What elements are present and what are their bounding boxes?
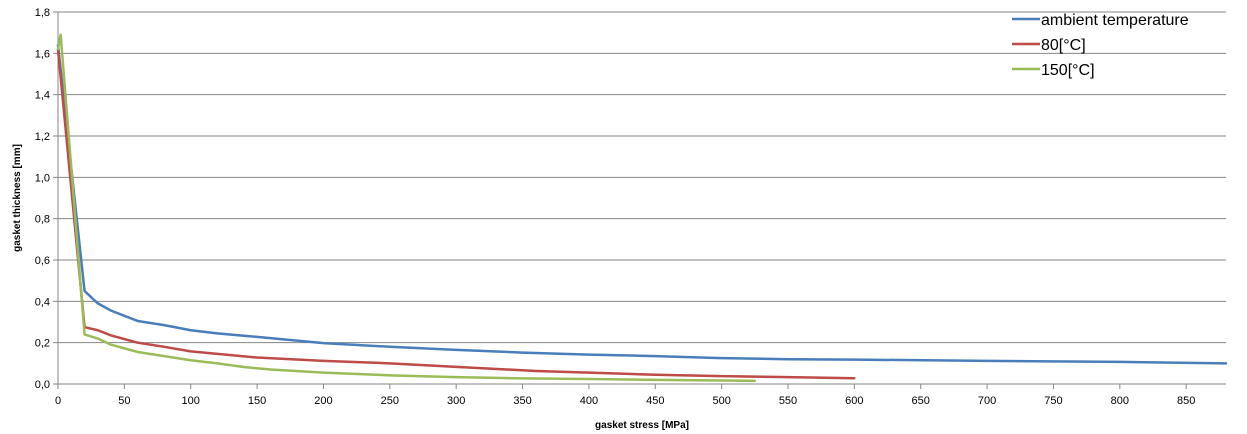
y-tick-label: 0,8 [35,214,50,226]
y-tick-label: 0,0 [35,379,50,391]
y-axis-title: gasket thickness [mm] [12,144,23,252]
y-tick-label: 1,4 [35,90,50,102]
x-tick-label: 100 [182,395,200,407]
y-tick-labels: 0,0 0,2 0,4 0,6 0,8 1,0 1,2 1,4 1,6 1,8 [35,7,50,391]
x-tick-label: 600 [845,395,863,407]
x-tick-label: 50 [118,395,130,407]
x-tick-labels: 0 50 100 150 200 250 300 350 400 450 500 550 600 650 7… [55,395,1195,407]
legend: ambient temperature 80[°C] 150[°C] [1012,12,1189,79]
axes [53,11,1226,389]
x-tick-label: 300 [447,395,465,407]
legend-label: 150[°C] [1041,62,1095,79]
x-tick-label: 800 [1111,395,1129,407]
y-tick-label: 1,2 [35,131,50,143]
x-tick-label: 700 [978,395,996,407]
legend-label: ambient temperature [1041,12,1189,29]
x-tick-label: 550 [779,395,797,407]
x-tick-label: 450 [646,395,664,407]
series-line-1 [56,43,1228,365]
series-line-3 [56,33,757,383]
x-tick-label: 0 [55,395,61,407]
x-tick-label: 350 [513,395,531,407]
x-tick-label: 400 [580,395,598,407]
x-tick-label: 750 [1044,395,1062,407]
x-tick-label: 150 [248,395,266,407]
gridlines [58,11,1226,344]
x-tick-label: 200 [314,395,332,407]
y-tick-label: 1,0 [35,172,50,184]
x-tick-label: 850 [1177,395,1195,407]
y-tick-label: 0,4 [35,296,50,308]
x-tick-label: 650 [912,395,930,407]
x-axis-title: gasket stress [MPa] [595,420,689,431]
x-tick-label: 250 [381,395,399,407]
y-tick-label: 0,6 [35,255,50,267]
y-tick-label: 0,2 [35,338,50,350]
series-line-2 [56,47,856,380]
series-lines [56,33,1228,383]
y-tick-label: 1,6 [35,48,50,60]
y-tick-label: 1,8 [35,7,50,19]
legend-label: 80[°C] [1041,37,1086,54]
x-tick-label: 500 [712,395,730,407]
